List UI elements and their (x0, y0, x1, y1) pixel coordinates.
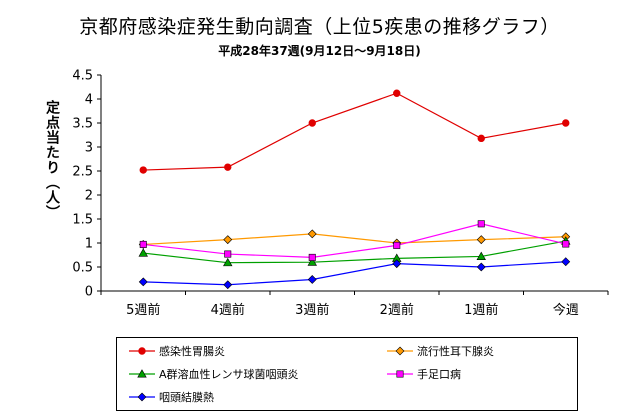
legend-swatch (129, 347, 155, 355)
y-tick-label: 1 (85, 237, 93, 252)
legend-marker (137, 392, 147, 402)
line-chart: 0 0.5 1 1.5 2 2.5 3 3.5 4 4.5 5週前 4週前 3週前 2週前 1週前 今週 (72, 69, 609, 318)
legend-label: 手足口病 (417, 368, 461, 381)
data-point (392, 259, 402, 269)
legend-label: 咽頭結膜熱 (159, 391, 214, 404)
legend-item: 咽頭結膜熱 (127, 387, 214, 407)
data-point (393, 89, 401, 97)
data-point (393, 241, 401, 249)
legend-item: 手足口病 (385, 364, 461, 384)
data-point (138, 277, 148, 287)
x-tick-label: 2週前 (380, 302, 414, 318)
legend-swatch (129, 392, 155, 402)
data-point (224, 250, 232, 258)
data-point (476, 262, 486, 272)
y-tick-label: 1.5 (72, 213, 93, 228)
series-2 (138, 229, 571, 249)
y-tick-label: 0 (85, 285, 93, 300)
data-point (139, 240, 147, 248)
y-axis-label: 定点当たり（人） (44, 100, 60, 220)
data-point (223, 280, 233, 290)
data-point (308, 253, 316, 261)
data-point (138, 248, 148, 257)
data-point (562, 240, 570, 248)
y-tick-label: 2 (85, 189, 93, 204)
series-line (143, 261, 566, 286)
y-tick-label: 3 (85, 141, 93, 156)
data-point (307, 229, 317, 239)
series-4 (139, 220, 570, 261)
data-point (561, 257, 571, 267)
legend-label: 感染性胃腸炎 (159, 345, 225, 358)
chart-subtitle: 平成28年37週(9月12日～9月18日) (218, 44, 421, 58)
chart-title: 京都府感染症発生動向調査（上位5疾患の推移グラフ） (79, 16, 560, 38)
data-point (562, 119, 570, 127)
y-tick-label: 0.5 (72, 261, 93, 276)
data-point (476, 235, 486, 245)
legend-swatch (387, 346, 413, 356)
legend-marker (138, 347, 146, 355)
legend-item: A群溶血性レンサ球菌咽頭炎 (127, 364, 299, 384)
x-tick-label: 1週前 (464, 302, 498, 318)
y-tick-label: 2.5 (72, 165, 93, 180)
x-tick-label: 4週前 (211, 302, 245, 318)
series-line (143, 233, 566, 246)
data-point (476, 251, 486, 260)
legend-marker (395, 346, 405, 356)
data-point (307, 275, 317, 284)
series-line (143, 223, 566, 259)
data-point (477, 134, 485, 143)
data-point (307, 257, 317, 266)
series-line (143, 240, 566, 264)
legend-swatch (387, 370, 413, 378)
data-point (223, 257, 233, 267)
legend-marker (137, 369, 147, 378)
y-tick-label: 3.5 (72, 117, 93, 132)
x-tick-label: 5週前 (126, 302, 160, 318)
x-tick-label: 3週前 (295, 302, 329, 318)
y-tick-label: 4.5 (72, 69, 93, 84)
data-point (223, 235, 233, 245)
series-5 (138, 257, 571, 290)
data-point (139, 166, 147, 174)
legend-label: A群溶血性レンサ球菌咽頭炎 (159, 368, 299, 381)
legend-item: 感染性胃腸炎 (127, 341, 225, 361)
x-tick-label: 今週 (553, 302, 579, 318)
legend-swatch (129, 369, 155, 378)
series-line (143, 92, 566, 171)
data-point (224, 163, 232, 171)
legend-label: 流行性耳下腺炎 (417, 345, 494, 358)
legend: 感染性胃腸炎 流行性耳下腺炎 A群溶血性レンサ球菌咽頭炎 手足口病咽頭結膜熱 (116, 337, 578, 411)
series-1 (139, 89, 570, 174)
data-point (477, 220, 485, 228)
y-tick-label: 4 (85, 93, 93, 108)
data-point (308, 119, 316, 127)
legend-marker (396, 370, 404, 378)
legend-item: 流行性耳下腺炎 (385, 341, 494, 361)
